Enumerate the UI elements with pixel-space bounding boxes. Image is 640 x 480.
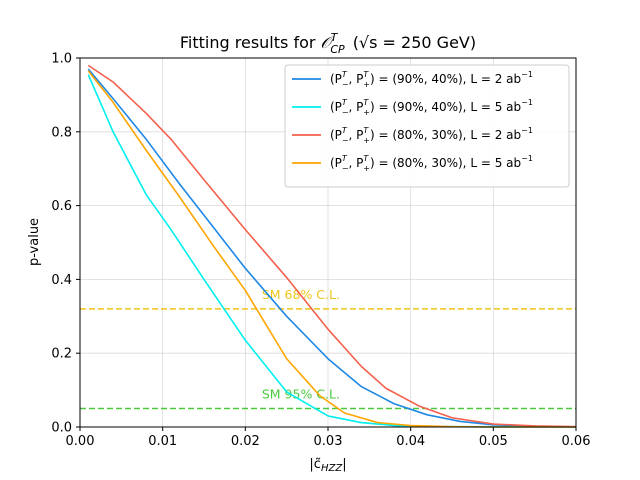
series-line-2 [87,64,577,428]
y-tick-label: 0.0 [51,421,72,436]
x-tick-label: 0.01 [148,434,177,449]
series-line-1 [87,74,577,428]
x-tick-label: 0.02 [231,434,260,449]
legend-entry-2: (PT −, PT +) = (80%, 30%), L = 2 ab−1 [292,126,533,145]
legend-label-1: (PT −, PT +) = (90%, 40%), L = 5 ab−1 [330,98,533,117]
legend-entry-0: (PT −, PT +) = (90%, 40%), L = 2 ab−1 [292,70,533,89]
legend-label-0: (PT −, PT +) = (90%, 40%), L = 2 ab−1 [330,70,533,89]
axis-ticks: 0.00 0.01 0.02 0.03 0.04 0.05 0.06 0.0 0.2 0.4 0.6… [51,52,590,450]
x-tick-label: 0.00 [66,434,95,449]
y-tick-label: 0.4 [51,273,72,288]
x-tick-label: 0.04 [396,434,425,449]
legend-box [284,64,570,188]
y-tick-label: 0.8 [51,125,72,140]
legend-entry-1: (PT −, PT +) = (90%, 40%), L = 5 ab−1 [292,98,533,117]
chart-title: Fitting results for 𝒪T CP (√s = 250 GeV) [180,31,476,56]
y-tick-label: 0.2 [51,347,72,362]
series-lines [87,64,577,428]
y-axis-label: p-value [27,218,42,266]
x-tick-label: 0.06 [562,434,591,449]
legend-entry-3: (PT −, PT +) = (80%, 30%), L = 5 ab−1 [292,154,533,173]
reference-label-1: SM 95% C.L. [262,387,340,402]
legend: (PT −, PT +) = (90%, 40%), L = 2 ab−1 (PT −,… [284,64,570,188]
y-tick-label: 0.6 [51,199,72,214]
x-tick-label: 0.05 [479,434,508,449]
x-tick-label: 0.03 [314,434,343,449]
series-line-0 [87,68,577,428]
x-axis-label: |c̃HZZ| [309,457,346,474]
y-tick-label: 1.0 [51,52,72,67]
legend-label-3: (PT −, PT +) = (80%, 30%), L = 5 ab−1 [330,154,533,173]
legend-label-2: (PT −, PT +) = (80%, 30%), L = 2 ab−1 [330,126,533,145]
series-line-3 [87,70,576,428]
